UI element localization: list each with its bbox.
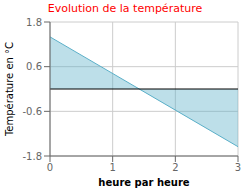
svg-text:-1.8: -1.8	[22, 151, 42, 162]
html-text:Evolution de la température: Evolution de la température	[47, 2, 203, 15]
svg-text:heure par heure: heure par heure	[98, 177, 189, 188]
svg-text:-0.6: -0.6	[22, 106, 42, 117]
svg-text:0: 0	[47, 162, 53, 173]
svg-text:2: 2	[172, 162, 178, 173]
svg-text:0.6: 0.6	[26, 61, 42, 72]
svg-text:1: 1	[109, 162, 115, 173]
svg-text:Température en °C: Température en °C	[8, 42, 15, 137]
svg-text:1.8: 1.8	[26, 18, 42, 28]
svg-text:3: 3	[235, 162, 241, 173]
